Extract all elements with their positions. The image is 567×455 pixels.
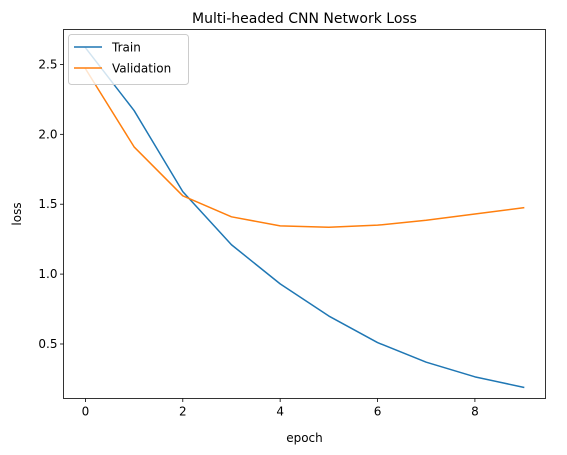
chart-title: Multi-headed CNN Network Loss	[192, 11, 417, 27]
y-axis-label: loss	[10, 202, 24, 225]
y-tick-label: 2.0	[38, 127, 57, 141]
y-tick-label: 0.5	[38, 337, 57, 351]
legend-label-train: Train	[111, 41, 141, 55]
y-tick-label: 1.0	[38, 267, 57, 281]
series-line-validation	[84, 67, 525, 229]
legend: Train Validation	[68, 34, 189, 85]
x-tick-label: 0	[82, 405, 90, 419]
y-axis-ticks: 0.5 1.0 1.5 2.0 2.5	[38, 57, 64, 351]
x-tick-label: 8	[471, 405, 479, 419]
x-axis-ticks: 0 2 4 6 8	[82, 398, 479, 419]
x-tick-label: 2	[179, 405, 187, 419]
series-layer	[84, 46, 525, 389]
x-axis-label: epoch	[286, 431, 323, 445]
y-tick-label: 1.5	[38, 197, 57, 211]
series-line-train	[84, 46, 525, 389]
plot-area	[63, 29, 546, 399]
x-tick-label: 6	[374, 405, 382, 419]
y-tick-label: 2.5	[38, 57, 57, 71]
legend-entries: Train Validation	[74, 41, 171, 76]
axes-frame	[63, 29, 546, 399]
legend-label-validation: Validation	[112, 62, 171, 76]
x-tick-label: 4	[276, 405, 284, 419]
